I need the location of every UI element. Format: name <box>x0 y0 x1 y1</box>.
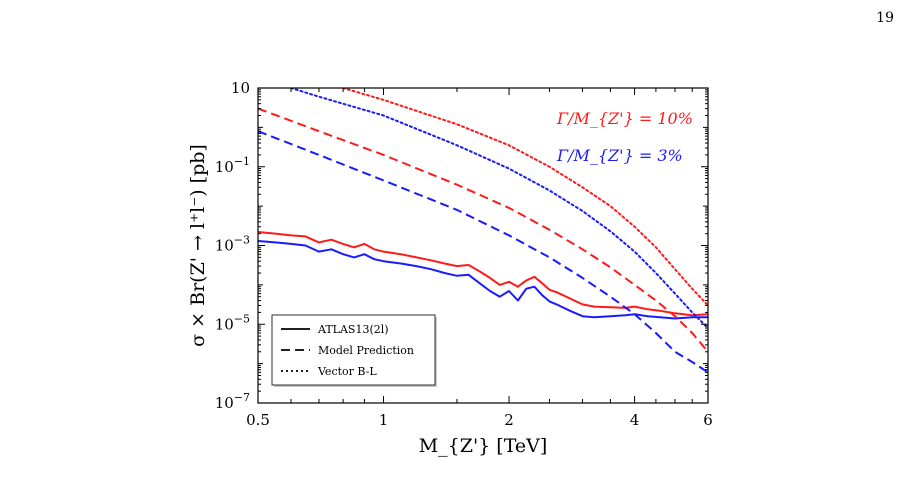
legend-label: Vector B-L <box>317 365 377 378</box>
y-tick-label: 10−7 <box>215 391 250 412</box>
x-tick-label: 0.5 <box>246 411 270 429</box>
annotation-label: Γ/M_{Z'} = 3% <box>556 146 683 165</box>
legend-label: ATLAS13(2l) <box>317 323 389 336</box>
x-tick-label: 2 <box>504 411 514 429</box>
annotation-label: Γ/M_{Z'} = 10% <box>556 109 693 128</box>
curve-dotted-red <box>342 88 708 307</box>
x-tick-label: 4 <box>630 411 640 429</box>
width-annotations: Γ/M_{Z'} = 10% Γ/M_{Z'} = 3% <box>556 109 693 165</box>
y-tick-label: 10 <box>231 79 250 97</box>
axis-ticks <box>257 87 709 404</box>
y-tick-label: 10−5 <box>215 312 250 333</box>
x-axis-label: M_{Z'} [TeV] <box>419 435 548 457</box>
y-tick-label: 10−1 <box>215 155 250 176</box>
legend-label: Model Prediction <box>318 344 414 357</box>
legend: ATLAS13(2l) Model Prediction Vector B-L <box>271 314 437 387</box>
curve-dotted-blue <box>290 88 708 330</box>
axis-tick-labels: 0.5 1 2 4 6 10−7 10−5 10−3 10−1 10 <box>215 79 713 429</box>
curve-solid-red <box>258 231 708 317</box>
curve-solid-blue <box>258 240 708 320</box>
curve-dashed-blue <box>258 130 708 374</box>
chart-curves <box>258 88 708 374</box>
y-tick-label: 10−3 <box>215 234 250 255</box>
x-tick-label: 1 <box>379 411 389 429</box>
x-tick-label: 6 <box>703 411 713 429</box>
y-axis-label: σ × Br(Z' → l⁺l⁻) [pb] <box>187 144 209 347</box>
page-number: 19 <box>876 10 894 26</box>
curve-dashed-red <box>258 107 708 353</box>
